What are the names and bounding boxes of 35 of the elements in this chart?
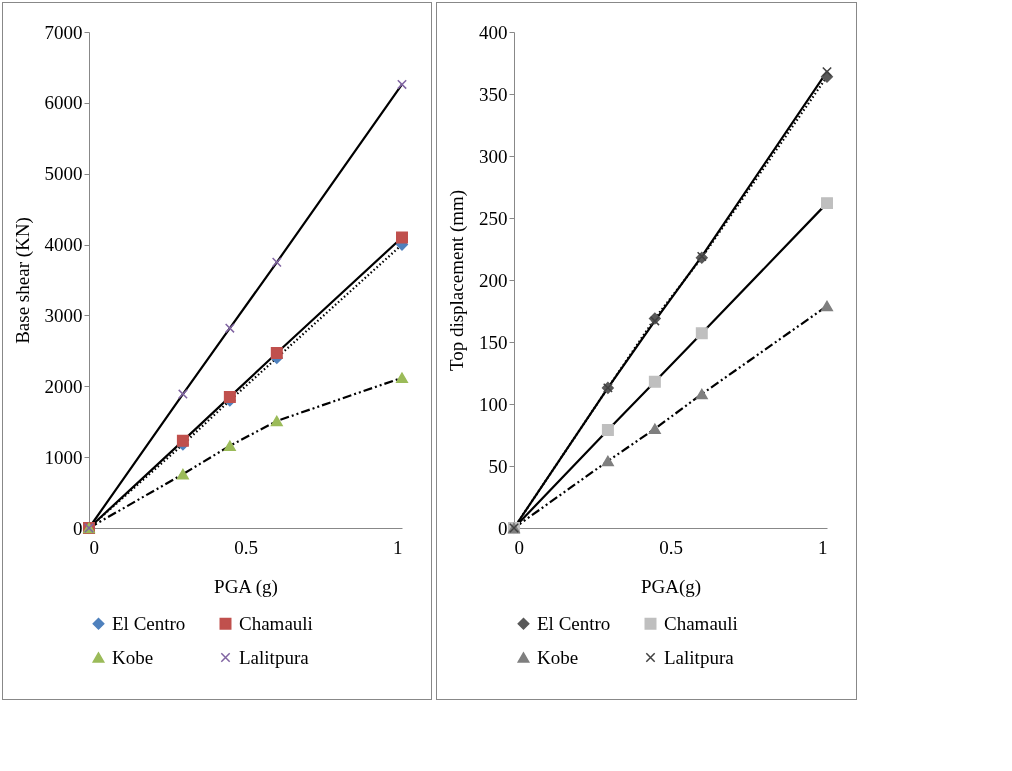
legend-label: El Centro xyxy=(537,612,611,634)
y-tick-label: 400 xyxy=(479,21,508,43)
y-tick-label: 2000 xyxy=(44,375,83,397)
y-tick-label: 5000 xyxy=(44,163,83,185)
legend-label: Lalitpura xyxy=(239,646,310,668)
y-axis-title: Top displacement (mm) xyxy=(446,189,468,372)
y-tick-label: 100 xyxy=(479,393,508,415)
y-tick-label: 0 xyxy=(73,517,83,539)
legend-label: El Centro xyxy=(112,612,186,634)
y-tick-label: 250 xyxy=(479,207,508,229)
y-tick-label: 4000 xyxy=(44,234,83,256)
x-tick-label: 0 xyxy=(89,536,99,558)
legend-label: Kobe xyxy=(112,646,154,668)
x-tick-label: 0.5 xyxy=(659,536,683,558)
y-tick-label: 200 xyxy=(479,269,508,291)
y-tick-label: 0 xyxy=(498,517,508,539)
y-tick-label: 150 xyxy=(479,331,508,353)
legend-label: Chamauli xyxy=(664,612,738,634)
legend-label: Lalitpura xyxy=(664,646,735,668)
y-tick-label: 50 xyxy=(488,455,508,477)
y-tick-label: 300 xyxy=(479,145,508,167)
y-tick-label: 7000 xyxy=(44,21,83,43)
x-axis-title: PGA (g) xyxy=(214,575,278,598)
x-tick-label: 0 xyxy=(514,536,524,558)
x-axis-title: PGA(g) xyxy=(640,575,702,598)
x-tick-label: 1 xyxy=(818,536,828,558)
y-axis-title: Base shear (KN) xyxy=(11,217,34,344)
y-tick-label: 6000 xyxy=(44,92,83,114)
legend-label: Kobe xyxy=(537,646,579,668)
legend-label: Chamauli xyxy=(239,612,313,634)
x-tick-label: 1 xyxy=(393,536,403,558)
x-tick-label: 0.5 xyxy=(234,536,258,558)
y-tick-label: 3000 xyxy=(44,304,83,326)
y-tick-label: 350 xyxy=(479,83,508,105)
y-tick-label: 1000 xyxy=(44,446,83,468)
